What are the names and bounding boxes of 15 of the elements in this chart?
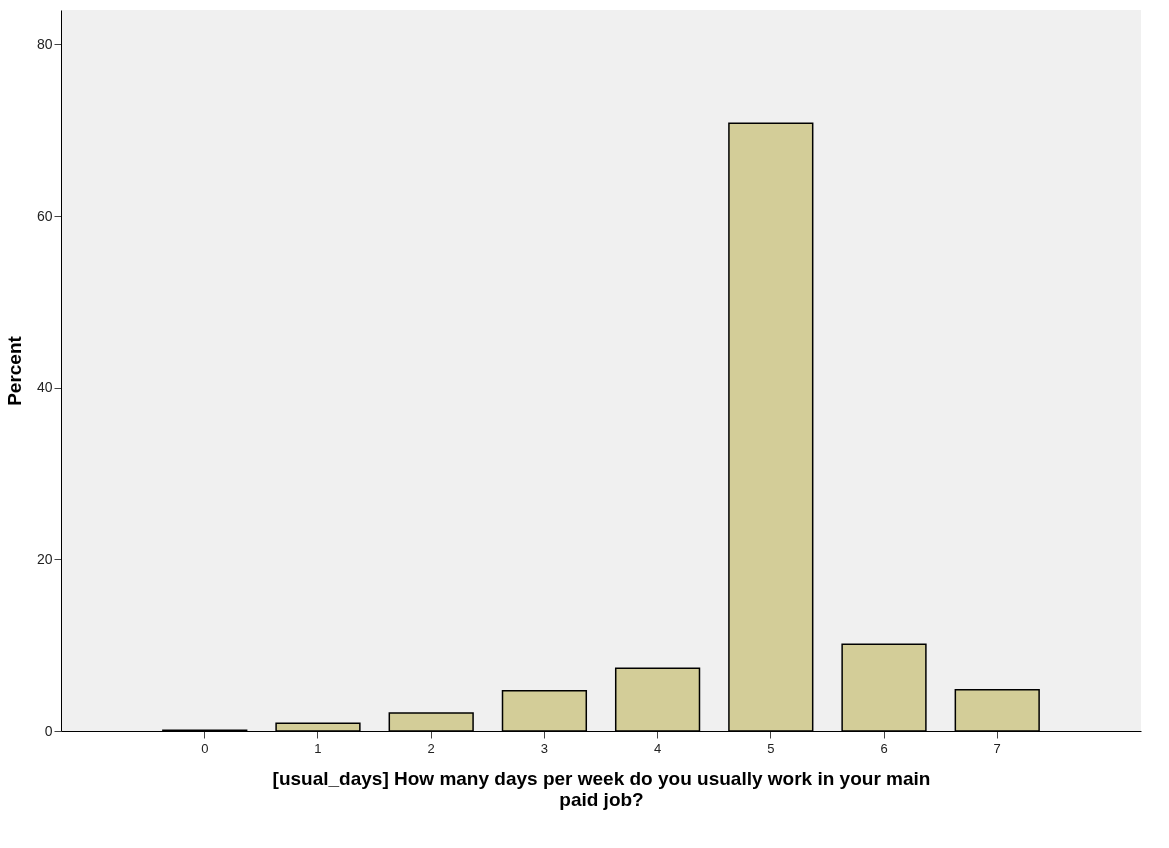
x-tick-label: 7 [993,740,1001,756]
x-tick-label: 2 [427,740,435,756]
y-tick-label: 60 [36,207,53,224]
x-tick-label: 3 [540,740,549,756]
x-tick-label: 5 [767,740,775,756]
y-tick-label: 20 [36,550,53,567]
y-tick-label: 80 [36,35,53,52]
y-tick-label: 0 [44,722,53,739]
x-tick-label: 1 [314,740,322,756]
x-tick-label: 6 [880,740,888,756]
y-axis-title: Percent [3,335,25,406]
x-tick-label: 0 [201,740,209,756]
y-tick-label: 40 [36,379,53,396]
x-tick-label: 4 [653,740,662,756]
x-axis-title: [usual_days] How many days per week do you usually work in your main paid job? [272,767,931,810]
